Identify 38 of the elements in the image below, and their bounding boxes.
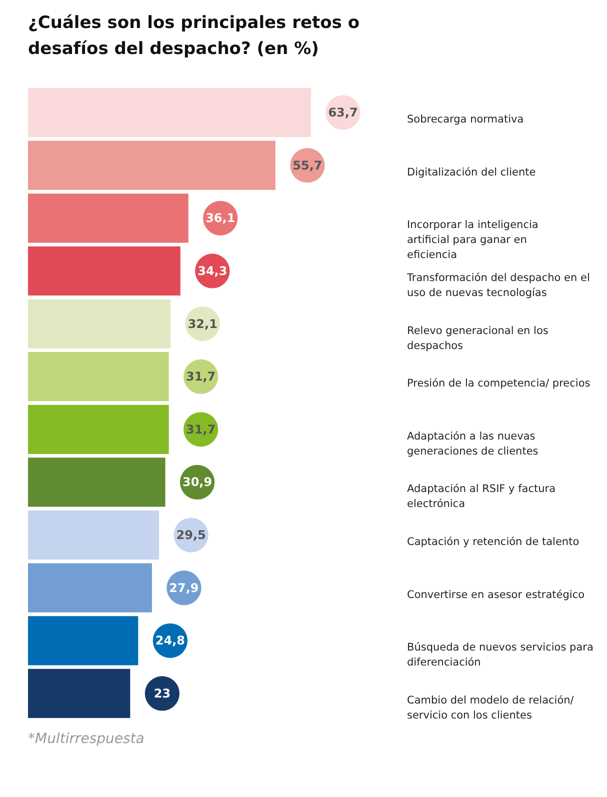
data-label: 27,9 <box>169 580 199 595</box>
y-tick-label: Relevo generacional en los despachos <box>407 324 548 352</box>
bar <box>28 510 160 560</box>
data-label: 36,1 <box>206 211 236 226</box>
y-tick-label: Digitalización del cliente <box>407 166 536 178</box>
annotation: *Multirrespuesta <box>28 731 146 747</box>
bar <box>28 299 171 348</box>
y-tick-label: Presión de la competencia/ precios <box>407 378 590 390</box>
y-tick-label: Incorporar la inteligencia artificial para ganar en eficiencia <box>407 219 538 262</box>
y-tick-label: Sobrecarga normativa <box>407 114 524 126</box>
data-label: 34,3 <box>198 264 228 278</box>
bar <box>28 668 130 718</box>
y-tick-label: Adaptación al RSIF y factura electrónica <box>407 483 556 510</box>
y-tick-label: Transformación del despacho en el uso de nuevas tecnologías <box>406 272 590 299</box>
y-tick-label: Convertirse en asesor estratégico <box>407 588 585 601</box>
bar <box>28 352 169 402</box>
bar <box>28 458 166 507</box>
data-label: 29,5 <box>176 528 206 542</box>
data-label: 30,9 <box>182 475 212 490</box>
bar <box>28 194 188 243</box>
y-tick-label: Búsqueda de nuevos servicios para diferenciación <box>407 642 594 669</box>
data-label: 23 <box>154 686 171 700</box>
data-label: 32,1 <box>188 316 218 331</box>
data-label: 31,7 <box>186 422 216 436</box>
y-tick-label: Adaptación a las nuevas generaciones de clientes <box>407 430 538 458</box>
data-label: 24,8 <box>155 634 185 648</box>
y-tick-label: Captación y retención de talento <box>407 536 580 548</box>
bar <box>28 140 276 190</box>
bar <box>28 563 152 612</box>
data-label: 55,7 <box>292 158 322 172</box>
bar <box>28 404 169 454</box>
data-label: 31,7 <box>186 370 216 384</box>
bar <box>28 88 311 138</box>
chart-title: ¿Cuáles son los principales retos o desafíos del despacho? (en %) <box>28 13 360 59</box>
data-label: 63,7 <box>328 106 358 120</box>
y-tick-label: Cambio del modelo de relación/ servicio con los clientes <box>407 694 574 722</box>
bar <box>28 246 180 296</box>
bar <box>28 616 138 666</box>
